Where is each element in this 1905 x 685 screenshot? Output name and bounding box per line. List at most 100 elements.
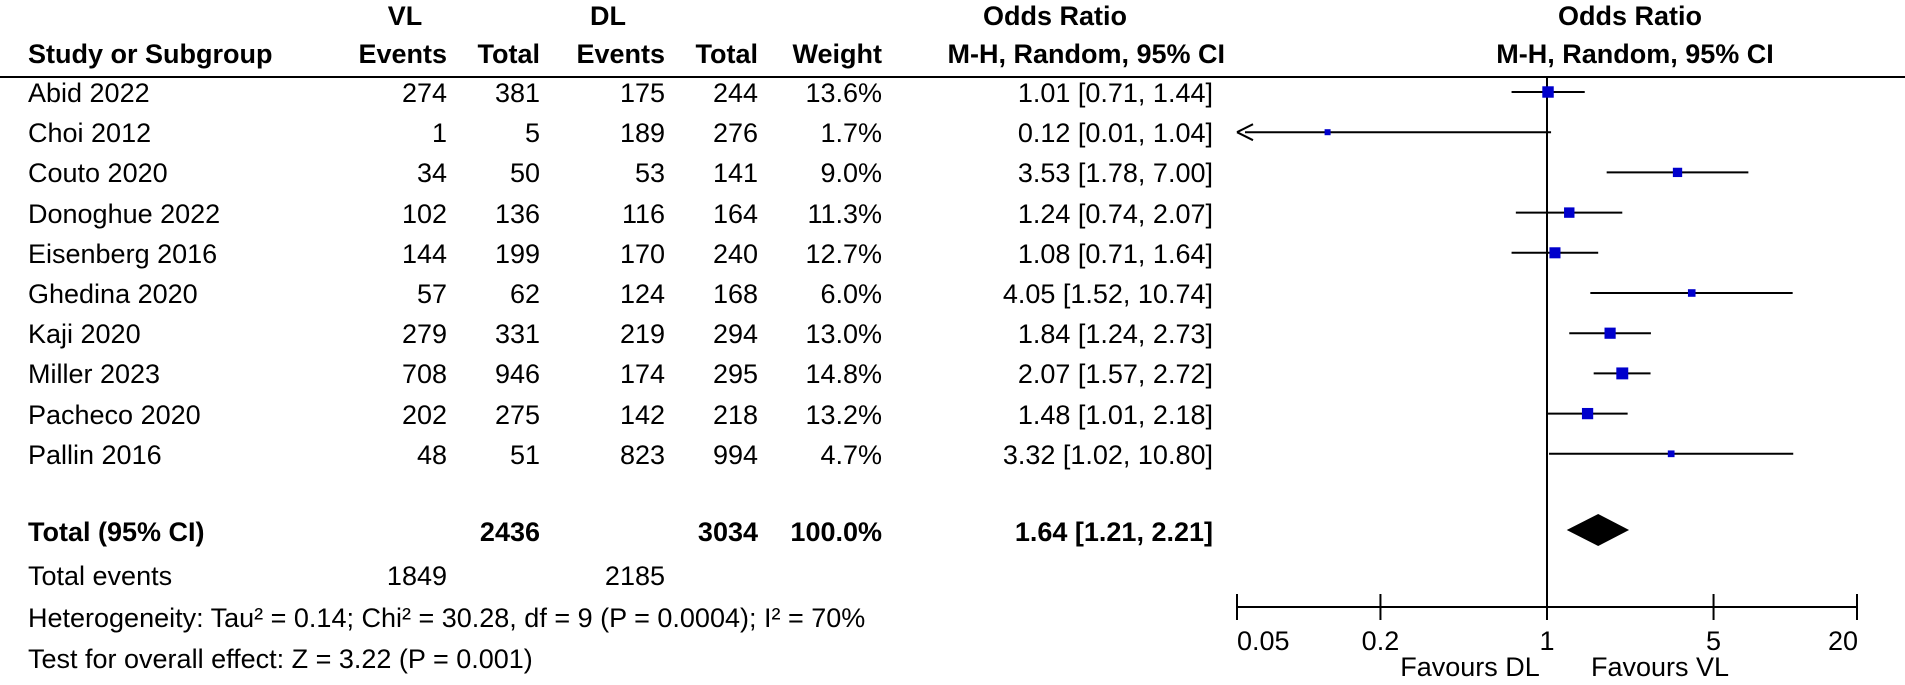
odds-ratio-ci: 2.07 [1.57, 2.72]	[1017, 359, 1213, 390]
vl-events: 144	[401, 238, 447, 269]
x-tick-label: 0.05	[1237, 626, 1290, 656]
vl-events: 48	[416, 439, 447, 470]
dl-events: 53	[634, 158, 665, 189]
dl-total: 141	[712, 158, 758, 189]
x-tick-label: 5	[1706, 626, 1721, 656]
odds-ratio-ci: 4.05 [1.52, 10.74]	[1002, 279, 1213, 309]
odds-ratio-ci: 1.24 [0.74, 2.07]	[1017, 198, 1213, 229]
dl-total: 276	[712, 118, 758, 149]
study-marker	[1687, 289, 1696, 297]
vl-events: 202	[401, 399, 447, 430]
dl-total: 244	[712, 78, 758, 108]
vl-total: 275	[494, 399, 540, 430]
dl-total: 294	[712, 319, 758, 350]
header-method: M-H, Random, 95% CI	[947, 39, 1225, 69]
vl-total: 136	[494, 198, 540, 229]
dl-events: 189	[619, 118, 665, 149]
vl-total: 50	[509, 158, 540, 189]
study-marker	[1581, 407, 1594, 420]
weight: 13.2%	[805, 399, 882, 430]
odds-ratio-ci: 1.84 [1.24, 2.73]	[1017, 319, 1213, 350]
vl-events: 57	[416, 279, 447, 309]
header-group1: VL	[387, 1, 423, 31]
study-name: Pallin 2016	[28, 439, 162, 470]
header-dl-total: Total	[695, 39, 759, 69]
x-tick-label: 1	[1539, 626, 1554, 656]
plot-header-odds-ratio: Odds Ratio	[1557, 1, 1702, 31]
dl-events: 219	[619, 319, 665, 350]
header-dl-events: Events	[576, 39, 665, 69]
dl-events: 116	[621, 198, 665, 229]
vl-total: 51	[509, 439, 540, 470]
dl-events: 823	[619, 439, 665, 470]
vl-total: 331	[494, 319, 540, 350]
odds-ratio-ci: 1.08 [0.71, 1.64]	[1017, 238, 1213, 269]
total-vl: 2436	[479, 517, 540, 547]
dl-total: 164	[712, 198, 758, 229]
study-marker	[1616, 367, 1629, 380]
weight: 11.3%	[807, 198, 882, 229]
header-odds-ratio: Odds Ratio	[982, 1, 1127, 31]
study-marker	[1542, 86, 1554, 98]
vl-total: 199	[494, 238, 540, 269]
weight: 4.7%	[820, 439, 882, 470]
header-vl-total: Total	[477, 39, 541, 69]
weight: 13.6%	[805, 78, 882, 108]
weight: 14.8%	[805, 359, 882, 390]
vl-events: 274	[401, 78, 447, 108]
header-group2: DL	[590, 1, 626, 31]
total-events-vl: 1849	[386, 561, 447, 591]
study-name: Donoghue 2022	[28, 198, 221, 229]
vl-events: 34	[416, 158, 447, 189]
study-name: Abid 2022	[28, 78, 150, 108]
vl-events: 708	[401, 359, 447, 390]
dl-total: 168	[712, 279, 758, 309]
study-name: Miller 2023	[28, 359, 161, 390]
favours-left-label: Favours DL	[1400, 652, 1540, 682]
study-name: Pacheco 2020	[28, 399, 201, 430]
odds-ratio-ci: 0.12 [0.01, 1.04]	[1017, 118, 1213, 149]
vl-events: 1	[431, 118, 447, 149]
study-marker	[1564, 207, 1575, 218]
odds-ratio-ci: 3.53 [1.78, 7.00]	[1017, 158, 1213, 189]
vl-events: 102	[401, 198, 447, 229]
study-marker	[1604, 327, 1616, 339]
dl-events: 174	[619, 359, 665, 390]
plot-header-method: M-H, Random, 95% CI	[1496, 39, 1774, 69]
odds-ratio-ci: 1.01 [0.71, 1.44]	[1017, 78, 1213, 108]
study-marker	[1667, 450, 1675, 458]
header-study: Study or Subgroup	[28, 39, 273, 69]
total-label: Total (95% CI)	[28, 517, 205, 547]
dl-events: 142	[619, 399, 665, 430]
odds-ratio-ci: 3.32 [1.02, 10.80]	[1002, 439, 1213, 470]
dl-total: 295	[712, 359, 758, 390]
study-marker	[1549, 247, 1561, 259]
header-weight: Weight	[792, 39, 883, 69]
study-name: Ghedina 2020	[28, 279, 198, 309]
dl-total: 218	[712, 399, 758, 430]
dl-events: 124	[619, 279, 665, 309]
weight: 12.7%	[805, 238, 882, 269]
total-events-dl: 2185	[604, 561, 665, 591]
study-marker	[1324, 129, 1331, 136]
total-dl: 3034	[697, 517, 758, 547]
study-marker	[1672, 167, 1683, 178]
total-ci: 1.64 [1.21, 2.21]	[1014, 517, 1213, 547]
heterogeneity-text: Heterogeneity: Tau² = 0.14; Chi² = 30.28…	[28, 603, 866, 633]
vl-total: 5	[524, 118, 540, 149]
study-name: Eisenberg 2016	[28, 238, 218, 269]
odds-ratio-ci: 1.48 [1.01, 2.18]	[1017, 399, 1213, 430]
weight: 13.0%	[805, 319, 882, 350]
dl-total: 240	[712, 238, 758, 269]
weight: 6.0%	[820, 279, 882, 309]
study-name: Couto 2020	[28, 158, 168, 189]
summary-diamond	[1566, 514, 1630, 546]
weight: 1.7%	[820, 118, 882, 149]
ci-arrow	[1236, 123, 1254, 142]
header-vl-events: Events	[358, 39, 447, 69]
dl-total: 994	[712, 439, 758, 470]
vl-total: 62	[509, 279, 540, 309]
vl-events: 279	[401, 319, 447, 350]
vl-total: 381	[494, 78, 540, 108]
